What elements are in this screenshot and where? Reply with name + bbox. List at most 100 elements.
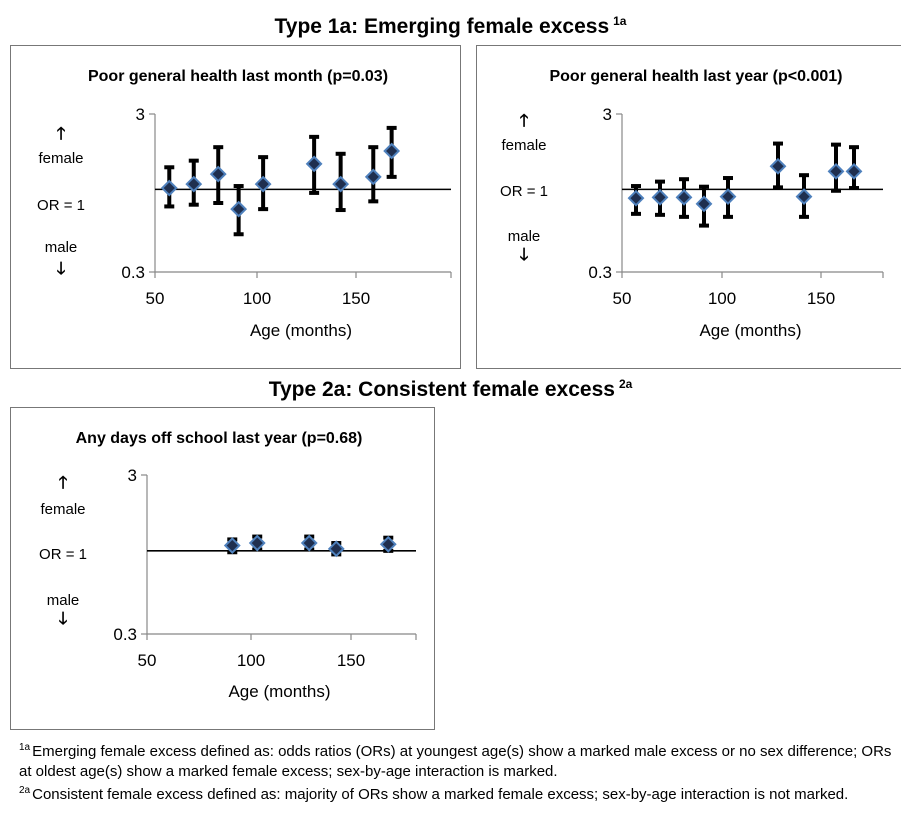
down-arrow-icon: 🡓 [59, 609, 68, 628]
data-point [300, 534, 318, 552]
footnote-marker: 1a [613, 14, 627, 28]
diamond-marker [209, 165, 227, 183]
or-1-label: OR = 1 [37, 197, 85, 214]
male-label: male [45, 239, 78, 256]
x-tick-label: 50 [138, 651, 157, 670]
data-point [675, 177, 693, 219]
or-1-label: OR = 1 [39, 546, 87, 563]
footnote-2a: 2a Consistent female excess defined as: m… [19, 781, 899, 805]
diamond-marker [795, 188, 813, 206]
diamond-marker [379, 535, 397, 553]
x-tick-label: 100 [708, 289, 736, 308]
footnote-2a-marker: 2a [19, 785, 31, 796]
data-point [845, 145, 863, 191]
chart-panel-poor-health-month: Poor general health last month (p=0.03) 3… [10, 45, 461, 369]
diamond-marker [719, 188, 737, 206]
diamond-marker [223, 537, 241, 554]
data-point [379, 535, 397, 553]
y-tick-label: 0.3 [588, 263, 612, 282]
chart-title: Poor general health last year (p<0.001) [549, 68, 842, 85]
x-tick-label: 100 [237, 651, 265, 670]
x-axis-label: Age (months) [228, 682, 330, 701]
data-point [248, 534, 266, 552]
data-point [719, 176, 737, 219]
footnote-1a: 1a Emerging female excess defined as: odd… [19, 738, 899, 781]
down-arrow-icon: 🡓 [520, 245, 529, 264]
footnotes: 1a Emerging female excess defined as: odd… [19, 738, 899, 805]
y-tick-label: 3 [136, 105, 145, 124]
x-axis-label: Age (months) [250, 321, 352, 340]
data-point [185, 158, 203, 207]
chart-poor-health-year: Poor general health last year (p<0.001) 3… [500, 68, 884, 340]
female-label: female [38, 150, 83, 167]
diamond-marker [383, 142, 401, 160]
data-point [254, 155, 272, 212]
diamond-marker [254, 175, 272, 193]
diamond-marker [827, 162, 845, 180]
up-arrow-icon: 🡑 [57, 124, 66, 143]
data-point [827, 142, 845, 193]
data-point [230, 184, 248, 237]
female-label: female [501, 137, 546, 154]
chart-title: Poor general health last month (p=0.03) [88, 68, 388, 85]
diamond-marker [364, 168, 382, 186]
footnote-1a-text: Emerging female excess defined as: odds … [19, 743, 892, 780]
x-tick-label: 150 [337, 651, 365, 670]
diamond-marker [627, 189, 645, 207]
data-point [695, 184, 713, 228]
diamond-marker [327, 540, 345, 558]
data-point [651, 179, 669, 217]
diamond-marker [185, 175, 203, 193]
x-tick-label: 100 [243, 289, 271, 308]
data-point [160, 165, 178, 209]
diamond-marker [845, 162, 863, 180]
footnote-2a-text: Consistent female excess defined as: maj… [32, 786, 849, 803]
y-tick-label: 0.3 [113, 625, 137, 644]
diamond-marker [160, 179, 178, 197]
x-tick-label: 50 [146, 289, 165, 308]
diamond-marker [695, 195, 713, 213]
data-point [327, 540, 345, 558]
up-arrow-icon: 🡑 [520, 111, 529, 130]
diamond-marker [769, 157, 787, 175]
data-point [305, 134, 323, 195]
footnote-1a-marker: 1a [19, 742, 31, 753]
chart-days-off-school: Any days off school last year (p=0.68) 3 0… [39, 430, 417, 701]
footnote-marker: 2a [618, 377, 633, 391]
section-title-text: Type 2a: Consistent female excess [268, 378, 615, 401]
chart-title: Any days off school last year (p=0.68) [76, 430, 363, 447]
data-point [332, 151, 350, 213]
section-title-type-2a: Type 2a: Consistent female excess 2a [0, 377, 901, 402]
male-label: male [508, 228, 541, 245]
section-title-text: Type 1a: Emerging female excess [274, 15, 610, 38]
y-tick-label: 3 [603, 105, 612, 124]
chart-panel-poor-health-year: Poor general health last year (p<0.001) 3… [476, 45, 901, 369]
data-point [223, 537, 241, 555]
x-tick-label: 50 [613, 289, 632, 308]
male-label: male [47, 592, 80, 609]
female-label: female [40, 501, 85, 518]
diamond-marker [675, 188, 693, 206]
y-tick-label: 0.3 [121, 263, 145, 282]
diamond-marker [332, 175, 350, 193]
diamond-marker [651, 188, 669, 206]
diamond-marker [300, 534, 318, 552]
up-arrow-icon: 🡑 [59, 473, 68, 492]
data-point [364, 145, 382, 204]
down-arrow-icon: 🡓 [57, 259, 66, 278]
x-axis-label: Age (months) [699, 321, 801, 340]
or-1-label: OR = 1 [500, 183, 548, 200]
data-point [795, 173, 813, 219]
data-point [383, 125, 401, 179]
x-tick-label: 150 [342, 289, 370, 308]
section-title-type-1a: Type 1a: Emerging female excess 1a [0, 14, 901, 39]
diamond-marker [305, 155, 323, 173]
chart-poor-health-month: Poor general health last month (p=0.03) 3… [37, 68, 452, 340]
diamond-marker [248, 534, 266, 552]
diamond-marker [230, 200, 248, 218]
data-point [769, 141, 787, 190]
x-tick-label: 150 [807, 289, 835, 308]
y-tick-label: 3 [128, 466, 137, 485]
chart-panel-days-off-school: Any days off school last year (p=0.68) 3 0… [10, 407, 435, 730]
data-point [627, 184, 645, 216]
